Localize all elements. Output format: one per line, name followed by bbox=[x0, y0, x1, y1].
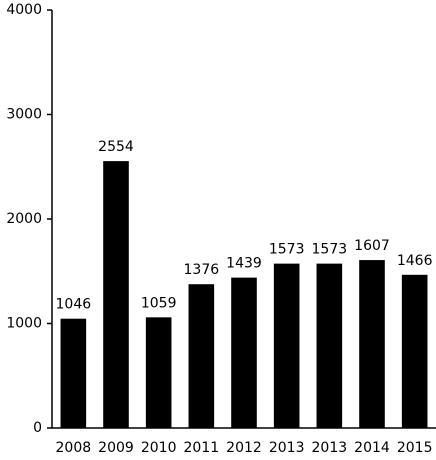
x-tick-label: 2009 bbox=[98, 440, 134, 456]
value-label: 1573 bbox=[312, 242, 348, 258]
bar bbox=[273, 263, 300, 428]
bar bbox=[145, 317, 172, 428]
value-label: 2554 bbox=[98, 139, 134, 155]
bar bbox=[103, 161, 129, 428]
y-tick-label: 1000 bbox=[6, 316, 42, 332]
value-label: 1607 bbox=[354, 238, 390, 254]
x-tick-label: 2013 bbox=[312, 440, 348, 456]
x-tick-label: 2011 bbox=[184, 440, 220, 456]
bar bbox=[188, 284, 215, 428]
value-label: 1466 bbox=[397, 253, 433, 269]
bar bbox=[401, 274, 428, 428]
value-label: 1059 bbox=[141, 295, 177, 311]
x-tick-label: 2014 bbox=[354, 440, 390, 456]
y-tick-label: 0 bbox=[33, 420, 42, 436]
bar bbox=[316, 263, 343, 428]
x-tick-label: 2012 bbox=[226, 440, 262, 456]
y-tick-label: 4000 bbox=[6, 2, 42, 18]
y-tick-label: 3000 bbox=[6, 107, 42, 123]
x-tick-label: 2013 bbox=[269, 440, 305, 456]
value-label: 1439 bbox=[226, 256, 262, 272]
x-tick-label: 2015 bbox=[397, 440, 433, 456]
value-label: 1046 bbox=[56, 297, 92, 313]
x-tick-label: 2008 bbox=[56, 440, 92, 456]
x-tick-label: 2010 bbox=[141, 440, 177, 456]
y-tick-label: 2000 bbox=[6, 211, 42, 227]
bar bbox=[231, 277, 257, 428]
value-label: 1573 bbox=[269, 242, 305, 258]
bar bbox=[60, 318, 87, 428]
value-label: 1376 bbox=[184, 262, 220, 278]
bar bbox=[359, 260, 385, 428]
